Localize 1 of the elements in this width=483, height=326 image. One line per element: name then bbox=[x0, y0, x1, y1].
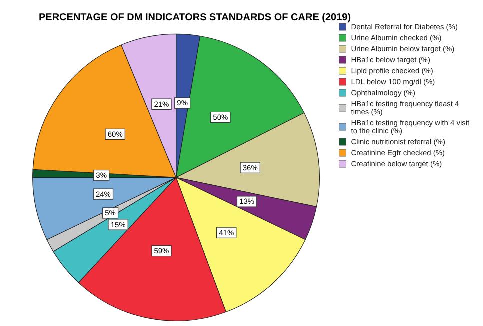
chart-title: PERCENTAGE OF DM INDICATORS STANDARDS OF CARE (2019) bbox=[39, 12, 352, 24]
